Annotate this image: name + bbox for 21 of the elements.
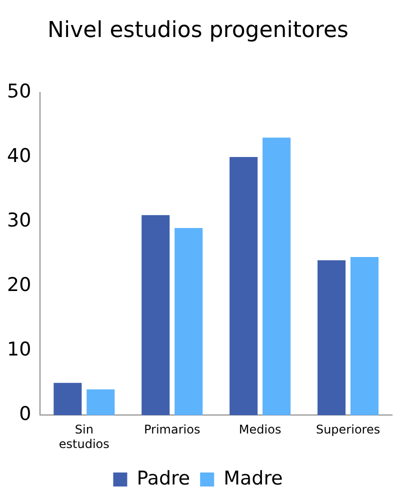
bar [142,215,170,416]
bar [262,138,291,416]
y-tick-label: 40 [6,144,32,167]
x-tick-label: Primarios [144,422,200,437]
y-tick-label: 30 [6,209,32,232]
y-tick-label: 0 [19,403,32,426]
x-tick-label: Superiores [316,422,380,437]
x-tick-label: Medios [238,422,282,437]
y-tick-label: 10 [6,338,32,361]
y-tick-label: 20 [6,274,32,296]
bar [54,382,82,416]
legend-label: Madre [224,467,283,490]
bar [318,260,346,416]
x-tick-label: Sin estudios [58,422,110,451]
bar [350,257,379,416]
chart-title: Nivel estudios progenitores [48,18,348,43]
y-tick-label: 50 [6,80,32,102]
legend-label: Padre [136,467,190,490]
bar [86,389,115,416]
bar [174,228,203,416]
bar [230,156,258,416]
